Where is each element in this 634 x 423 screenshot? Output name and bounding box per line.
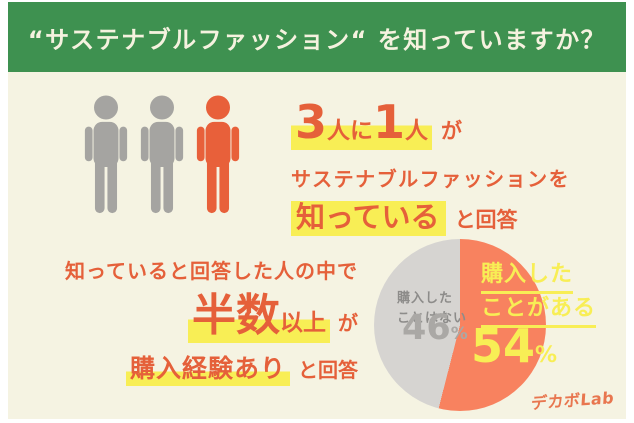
page-title: “サステナブルファッション“ を知っていますか？: [27, 25, 607, 54]
purchase-verdict-line: 購入経験あり と回答: [38, 356, 358, 386]
pie-value-no-unit: %: [450, 324, 468, 344]
ratio-small-nini: 人に: [327, 118, 374, 144]
header-banner: “サステナブルファッション“ を知っていますか？: [8, 2, 626, 72]
decabo-lab-logo: デカボLab: [529, 388, 615, 413]
pie-label-yes-line1: 購入した: [481, 260, 574, 295]
purchase-intro-line: 知っていると回答した人の中で: [65, 259, 358, 283]
half-highlight: 半数以上: [188, 294, 330, 343]
ratio-small-nin: 人: [405, 118, 429, 144]
pie-chart: 購入した ことはない 46% 購入した ことがある 54%: [374, 239, 597, 411]
ratio-big-1: 1: [373, 95, 406, 149]
content-panel: “サステナブルファッション“ を知っていますか？: [8, 2, 626, 419]
awareness-ratio-line: 3人に1人が: [291, 99, 570, 150]
purchase-half-line: 半数以上が: [38, 294, 358, 343]
pie-label-yes-line2: ことがある: [481, 294, 597, 329]
pie-value-no-number: 46: [402, 308, 451, 348]
experience-suffix: と回答: [298, 358, 358, 382]
ratio-highlight: 3人に1人: [291, 99, 433, 150]
know-highlight: 知っている: [291, 201, 446, 236]
purchase-stat-block: 知っていると回答した人の中で 半数以上が 購入経験あり と回答: [38, 255, 358, 386]
experience-highlight: 購入経験あり: [125, 356, 290, 386]
pie-label-no-line2: ことはない: [397, 310, 468, 326]
pie-label-yes: 購入した ことがある: [481, 260, 597, 329]
half-mid: 以上: [280, 310, 326, 336]
person-icon-gray: [84, 95, 128, 214]
half-particle: が: [338, 311, 358, 335]
awareness-subject-line: サステナブルファッションを: [291, 167, 571, 191]
pie-value-yes-number: 54: [471, 319, 536, 373]
awareness-verdict-line: 知っている と回答: [291, 201, 570, 236]
awareness-stat-block: 3人に1人が サステナブルファッションを 知っている と回答: [291, 99, 570, 236]
pie-value-yes-unit: %: [535, 343, 558, 368]
ratio-big-3: 3: [295, 95, 328, 149]
half-big: 半数: [192, 290, 280, 341]
pie-value-yes: 54%: [471, 323, 557, 369]
person-icon-orange: [196, 95, 240, 214]
pie-label-no: 購入した ことはない: [397, 289, 467, 328]
pie-label-no-line1: 購入した: [397, 291, 454, 306]
person-icon-group: [82, 95, 242, 215]
pie-value-no: 46%: [402, 311, 468, 346]
ratio-particle: が: [441, 119, 463, 143]
know-suffix: と回答: [454, 208, 518, 232]
person-icon-gray: [140, 95, 184, 214]
